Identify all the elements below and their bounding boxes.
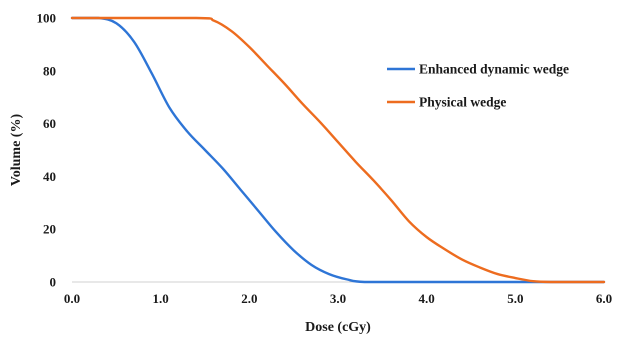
legend-label: Physical wedge bbox=[419, 95, 506, 110]
x-axis-title: Dose (cGy) bbox=[305, 320, 371, 335]
x-tick-label: 0.0 bbox=[64, 291, 80, 306]
x-tick-label: 6.0 bbox=[596, 291, 612, 306]
x-tick-label: 3.0 bbox=[330, 291, 346, 306]
series-line-1 bbox=[70, 16, 606, 284]
y-tick-label: 80 bbox=[43, 63, 56, 78]
legend-label: Enhanced dynamic wedge bbox=[419, 62, 569, 77]
x-tick-label: 4.0 bbox=[419, 291, 435, 306]
y-axis: 0 20 40 60 80 100 bbox=[37, 11, 57, 290]
y-tick-label: 60 bbox=[43, 116, 56, 131]
series-line-0 bbox=[70, 16, 606, 284]
y-tick-label: 40 bbox=[43, 169, 56, 184]
y-tick-label: 20 bbox=[43, 222, 56, 237]
y-axis-title: Volume (%) bbox=[9, 114, 24, 187]
legend: Enhanced dynamic wedge Physical wedge bbox=[387, 62, 569, 110]
x-tick-label: 2.0 bbox=[241, 291, 257, 306]
x-tick-label: 5.0 bbox=[507, 291, 523, 306]
x-axis: 0.0 1.0 2.0 3.0 4.0 5.0 6.0 bbox=[64, 281, 612, 306]
series-layer bbox=[70, 16, 606, 284]
x-tick-label: 1.0 bbox=[153, 291, 169, 306]
y-tick-label: 0 bbox=[50, 275, 57, 290]
y-tick-label: 100 bbox=[37, 11, 57, 26]
